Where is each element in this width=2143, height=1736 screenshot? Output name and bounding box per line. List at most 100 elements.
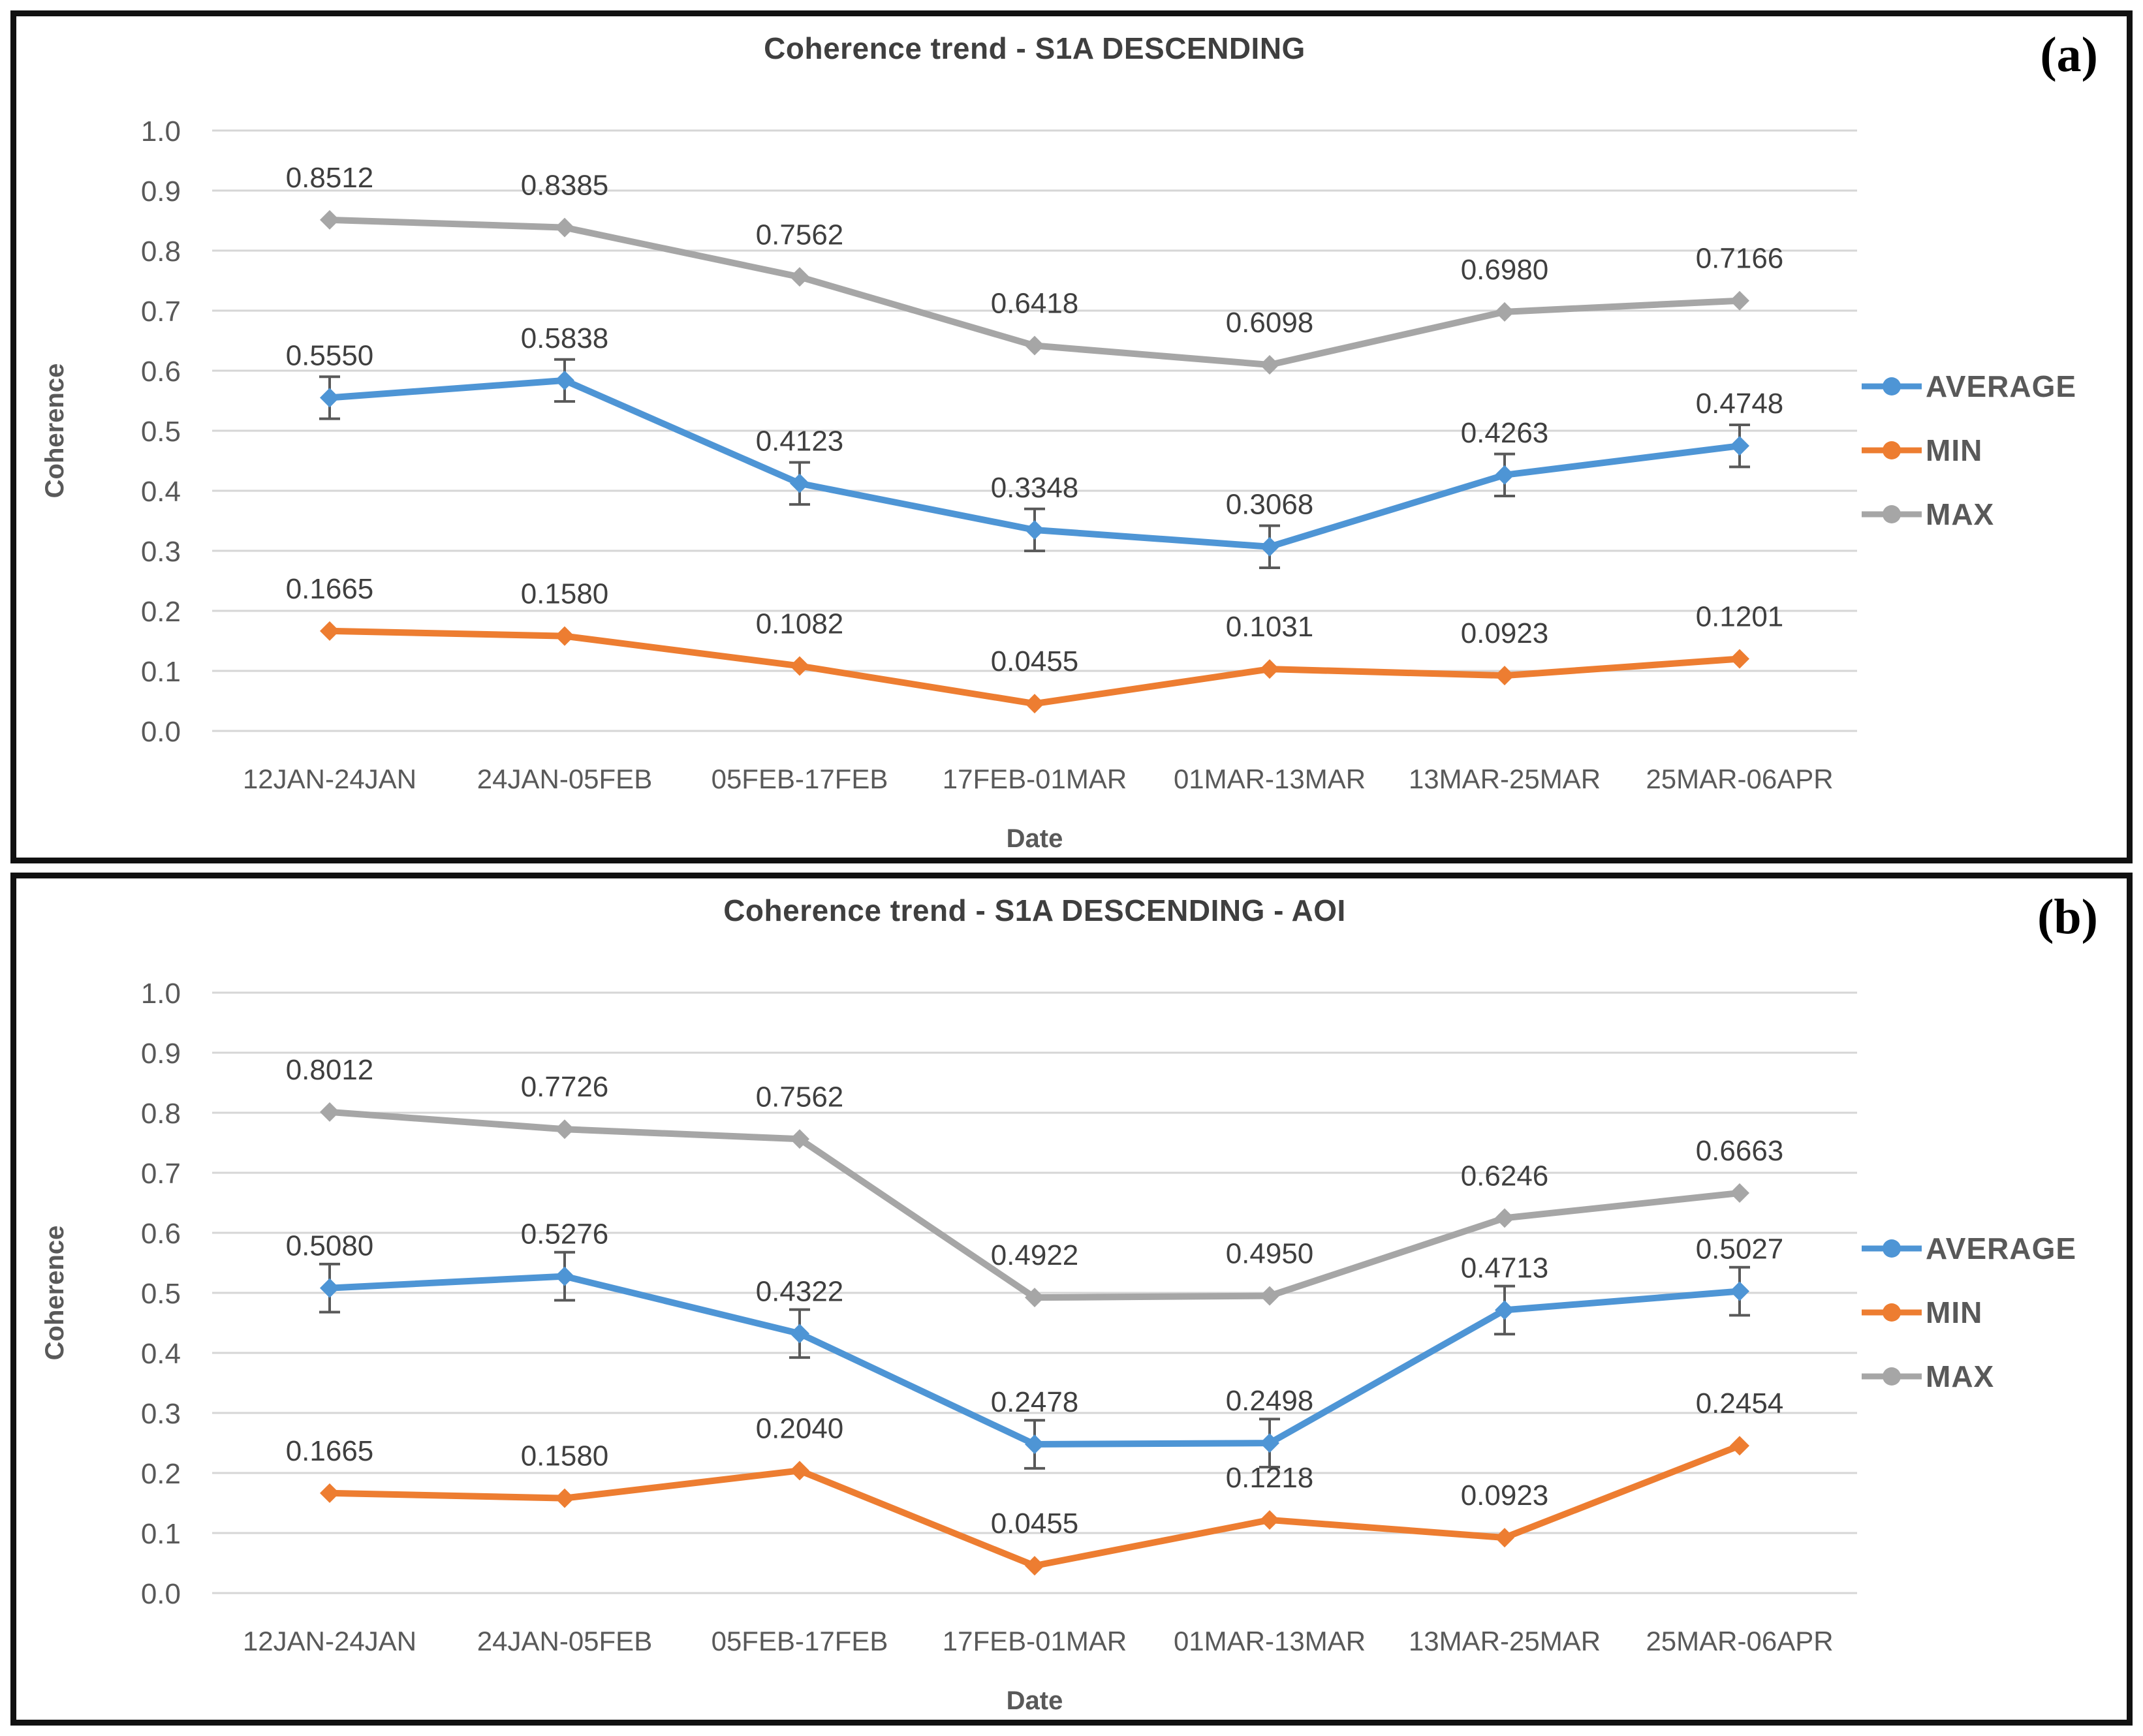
marker-max — [790, 1129, 809, 1149]
marker-average — [1260, 536, 1279, 557]
y-tick-label: 0.5 — [141, 1278, 181, 1310]
data-label-max: 0.4922 — [991, 1239, 1079, 1271]
legend-label: MAX — [1926, 497, 1995, 531]
marker-max — [1025, 335, 1044, 356]
x-tick-label: 13MAR-25MAR — [1409, 1626, 1601, 1656]
data-label-min: 0.1665 — [286, 573, 374, 605]
y-tick-label: 0.2 — [141, 1458, 181, 1490]
data-label-min: 0.0923 — [1461, 1480, 1549, 1511]
marker-average — [1495, 1300, 1514, 1320]
data-label-average: 0.5027 — [1696, 1233, 1784, 1265]
axis-title-x: Date — [1007, 824, 1063, 853]
marker-max — [1730, 1183, 1749, 1203]
y-tick-label: 0.3 — [141, 536, 181, 568]
y-tick-label: 0.1 — [141, 1518, 181, 1550]
legend-label: AVERAGE — [1926, 369, 2077, 403]
data-label-max: 0.8385 — [521, 170, 609, 202]
x-tick-label: 17FEB-01MAR — [943, 1626, 1127, 1656]
y-tick-label: 1.0 — [141, 978, 181, 1010]
data-label-min: 0.1201 — [1696, 601, 1784, 633]
chart-canvas-b: 1.0 0.9 0.8 0.7 0.6 0.5 0.4 0.3 0.2 0.1 0.0 Coheren… — [40, 978, 1857, 1715]
data-label-average: 0.5550 — [286, 339, 374, 371]
x-tick-label: 13MAR-25MAR — [1409, 764, 1601, 794]
marker-max — [1495, 1208, 1514, 1228]
data-label-min: 0.2040 — [756, 1412, 844, 1444]
marker-average — [320, 388, 339, 408]
x-tick-label: 24JAN-05FEB — [477, 1626, 652, 1656]
y-tick-label: 0.2 — [141, 596, 181, 628]
legend-label: MIN — [1926, 433, 1983, 467]
y-tick-label: 0.7 — [141, 296, 181, 328]
legend-marker-icon — [1862, 441, 1922, 459]
data-label-max: 0.6663 — [1696, 1135, 1784, 1167]
marker-max — [1260, 1286, 1279, 1306]
data-label-min: 0.0455 — [991, 645, 1079, 677]
marker-average — [1025, 519, 1044, 540]
y-tick-label: 0.5 — [141, 416, 181, 448]
legend-item-average: AVERAGE — [1860, 369, 2121, 404]
legend-item-average: AVERAGE — [1860, 1231, 2121, 1266]
y-tick-label: 0.9 — [141, 176, 181, 208]
y-tick-label: 0.1 — [141, 656, 181, 688]
legend-item-min: MIN — [1860, 433, 2121, 468]
marker-min — [1495, 1528, 1514, 1548]
data-label-average: 0.3348 — [991, 472, 1079, 504]
y-tick-label: 0.6 — [141, 356, 181, 388]
x-tick-label: 05FEB-17FEB — [712, 764, 888, 794]
data-label-average: 0.5838 — [521, 322, 609, 354]
x-tick-label: 17FEB-01MAR — [943, 764, 1127, 794]
data-label-max: 0.8012 — [286, 1054, 374, 1086]
legend-label: AVERAGE — [1926, 1231, 2077, 1265]
marker-min — [1025, 1556, 1044, 1576]
marker-max — [555, 217, 574, 238]
marker-average — [1260, 1433, 1279, 1453]
legend-marker-icon — [1862, 377, 1922, 395]
data-label-max: 0.7562 — [756, 219, 844, 251]
marker-average — [1495, 465, 1514, 485]
marker-min — [555, 1488, 574, 1508]
data-label-average: 0.3068 — [1226, 489, 1314, 521]
data-label-min: 0.1218 — [1226, 1462, 1314, 1494]
data-label-max: 0.7562 — [756, 1081, 844, 1113]
chart-title-a: Coherence trend - S1A DESCENDING — [764, 31, 1306, 65]
y-tick-label: 0.4 — [141, 1338, 181, 1370]
x-tick-label: 12JAN-24JAN — [243, 764, 416, 794]
marker-average — [1730, 436, 1749, 456]
y-tick-label: 0.4 — [141, 476, 181, 508]
data-label-average: 0.4713 — [1461, 1252, 1549, 1284]
marker-average — [790, 1324, 809, 1344]
marker-min — [1730, 1436, 1749, 1456]
data-label-average: 0.4322 — [756, 1275, 844, 1307]
marker-max — [320, 1102, 339, 1122]
y-tick-label: 0.9 — [141, 1038, 181, 1070]
x-tick-label: 25MAR-06APR — [1646, 764, 1833, 794]
data-label-max: 0.7166 — [1696, 243, 1784, 275]
data-label-average: 0.4123 — [756, 426, 844, 457]
marker-min — [790, 1461, 809, 1481]
data-label-min: 0.1580 — [521, 578, 609, 610]
marker-average — [555, 1266, 574, 1286]
data-label-average: 0.2478 — [991, 1386, 1079, 1418]
data-label-min: 0.0455 — [991, 1508, 1079, 1540]
marker-average — [555, 370, 574, 390]
data-label-max: 0.6980 — [1461, 254, 1549, 286]
marker-average — [1730, 1281, 1749, 1301]
legend-marker-icon — [1862, 1367, 1922, 1386]
data-label-max: 0.6246 — [1461, 1160, 1549, 1192]
legend-item-max: MAX — [1860, 497, 2121, 532]
axis-title-y: Coherence — [40, 1226, 69, 1361]
y-tick-label: 0.3 — [141, 1398, 181, 1430]
data-label-min: 0.0923 — [1461, 617, 1549, 649]
data-label-average: 0.2498 — [1226, 1385, 1314, 1417]
marker-min — [555, 626, 574, 646]
legend-marker-icon — [1862, 1303, 1922, 1322]
legend-label: MAX — [1926, 1359, 1995, 1393]
panel-b: Coherence trend - S1A DESCENDING - AOI (… — [10, 873, 2133, 1726]
panel-label-b: (b) — [2037, 890, 2098, 944]
data-label-min: 0.1665 — [286, 1435, 374, 1467]
marker-max — [1495, 302, 1514, 322]
axis-title-x: Date — [1007, 1686, 1063, 1715]
legend-label: MIN — [1926, 1295, 1983, 1329]
x-tick-label: 24JAN-05FEB — [477, 764, 652, 794]
